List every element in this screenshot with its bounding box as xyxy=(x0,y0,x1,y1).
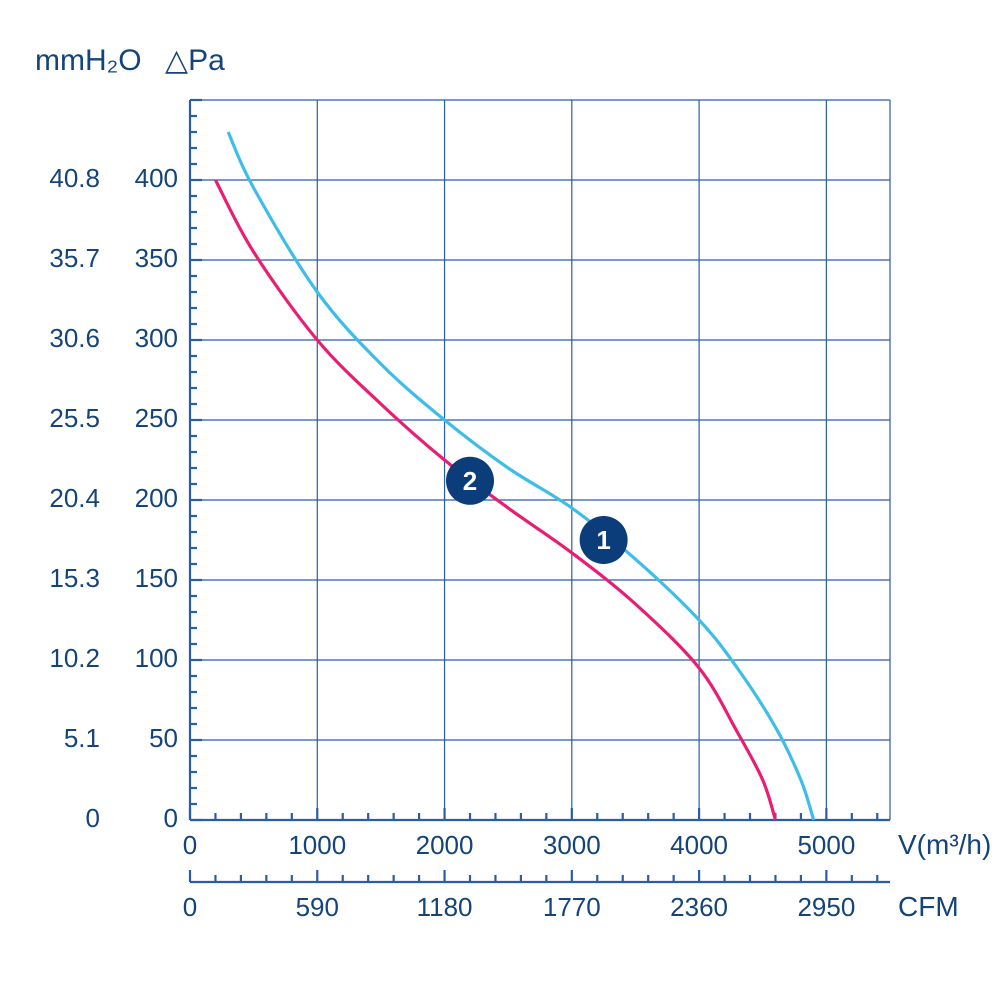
y-tick-pa: 300 xyxy=(135,323,178,353)
y-tick-mmh2o: 25.5 xyxy=(49,403,100,433)
x-tick-cfm: 1180 xyxy=(417,892,473,922)
y-tick-mmh2o: 35.7 xyxy=(49,243,100,273)
x-tick-cfm: 590 xyxy=(296,892,339,922)
x-tick-cfm: 0 xyxy=(183,892,197,922)
curve-marker-label: 2 xyxy=(463,466,477,496)
y-tick-pa: 250 xyxy=(135,403,178,433)
y-tick-pa: 100 xyxy=(135,643,178,673)
y-tick-mmh2o: 30.6 xyxy=(49,323,100,353)
x-tick-cfm: 2360 xyxy=(670,892,728,922)
y-tick-mmh2o: 15.3 xyxy=(49,563,100,593)
y-tick-pa: 0 xyxy=(164,803,178,833)
y-tick-pa: 150 xyxy=(135,563,178,593)
y-tick-mmh2o: 20.4 xyxy=(49,483,100,513)
y-tick-mmh2o: 0 xyxy=(86,803,100,833)
y-tick-pa: 50 xyxy=(149,723,178,753)
y-tick-pa: 350 xyxy=(135,243,178,273)
y-tick-mmh2o: 40.8 xyxy=(49,163,100,193)
x-tick-cfm: 2950 xyxy=(797,892,855,922)
fan-curve-chart: 05010015020025030035040005.110.215.320.4… xyxy=(0,0,1000,994)
y-axis-header-pa: △Pa xyxy=(165,44,225,77)
x-tick-vmh: 1000 xyxy=(288,830,346,860)
x-tick-vmh: 5000 xyxy=(797,830,855,860)
curve-marker-label: 1 xyxy=(596,525,610,555)
x-tick-vmh: 0 xyxy=(183,830,197,860)
y-axis-header-mmh2o: mmH₂O xyxy=(35,44,142,77)
x-tick-vmh: 3000 xyxy=(543,830,601,860)
x-tick-vmh: 4000 xyxy=(670,830,728,860)
x-axis-label-cfm: CFM xyxy=(898,891,959,922)
x-tick-vmh: 2000 xyxy=(416,830,474,860)
y-tick-pa: 200 xyxy=(135,483,178,513)
y-tick-mmh2o: 10.2 xyxy=(49,643,100,673)
x-tick-cfm: 1770 xyxy=(543,892,601,922)
x-axis-label-vmh: V(m³/h) xyxy=(898,829,991,860)
y-tick-mmh2o: 5.1 xyxy=(64,723,100,753)
y-tick-pa: 400 xyxy=(135,163,178,193)
